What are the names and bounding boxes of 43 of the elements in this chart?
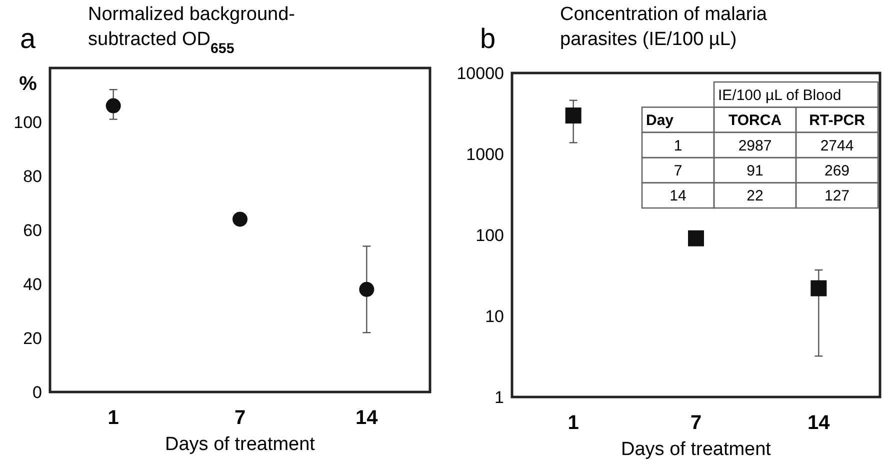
x-axis-title: Days of treatment <box>621 439 772 460</box>
chart-title: Normalized background-subtracted OD$_{655}$ <box>88 4 295 57</box>
y-tick-label: 40 <box>23 274 42 294</box>
category-label: 14 <box>670 188 686 205</box>
x-tick-label: 14 <box>356 407 379 429</box>
text: b <box>480 23 496 54</box>
y-tick-label: 100 <box>476 226 504 245</box>
x-tick-label: 1 <box>108 407 119 429</box>
x-tick-label: 14 <box>808 412 831 434</box>
text: IE/100 µL of Blood <box>718 86 842 104</box>
text: a <box>20 23 36 54</box>
text: Day <box>646 112 674 130</box>
x-tick-label: 7 <box>690 412 702 434</box>
y-tick-label: 10000 <box>456 64 504 83</box>
point <box>688 230 704 246</box>
chart-title: Concentration of malaria parasites (IE/100 µL) <box>560 4 768 50</box>
y-tick-label: 20 <box>23 328 42 348</box>
y-axis-title: % <box>19 73 38 95</box>
point <box>565 108 582 124</box>
y-tick-label: 0 <box>32 382 42 402</box>
data-label: 2987 <box>738 137 772 154</box>
point <box>232 212 248 227</box>
x-tick-label: 1 <box>568 412 579 434</box>
category-label: 7 <box>674 162 682 180</box>
x-tick-label: 7 <box>234 407 246 429</box>
point <box>359 282 374 297</box>
category-label: 1 <box>674 137 682 154</box>
data-label: 22 <box>746 188 764 205</box>
data-label: 127 <box>824 188 850 205</box>
legend-label: TORCA <box>728 112 782 130</box>
data-label: 2744 <box>820 137 854 154</box>
x-axis-title: Days of treatment <box>165 434 316 455</box>
y-tick-label: 1 <box>494 388 504 407</box>
y-tick-label: 1000 <box>466 144 504 164</box>
text: RT-PCR <box>809 112 866 130</box>
y-tick-label: 100 <box>14 112 42 132</box>
point <box>106 98 121 114</box>
y-tick-label: 80 <box>23 166 42 186</box>
data-label: 91 <box>746 162 764 180</box>
data-label: 269 <box>824 162 850 180</box>
y-tick-label: 10 <box>485 306 504 326</box>
y-tick-label: 60 <box>23 220 42 240</box>
point <box>810 280 827 296</box>
